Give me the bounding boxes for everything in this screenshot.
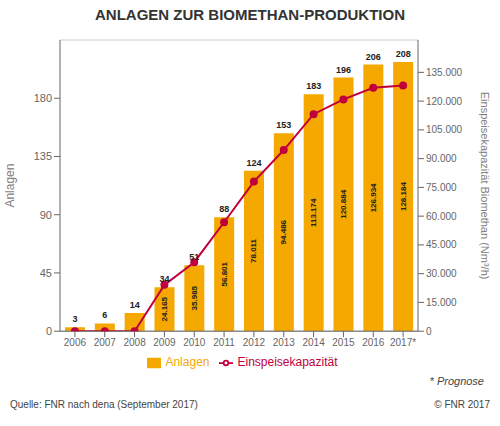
svg-text:128.184: 128.184 xyxy=(399,182,408,211)
svg-text:15.000: 15.000 xyxy=(426,297,457,308)
svg-text:24.165: 24.165 xyxy=(160,296,169,321)
svg-text:2017*: 2017* xyxy=(390,337,416,348)
svg-text:2007: 2007 xyxy=(94,337,117,348)
svg-text:90: 90 xyxy=(40,209,52,221)
svg-text:3: 3 xyxy=(72,314,77,324)
svg-text:120.884: 120.884 xyxy=(339,189,348,218)
svg-text:0: 0 xyxy=(426,326,432,337)
svg-text:90.000: 90.000 xyxy=(426,153,457,164)
svg-text:94.486: 94.486 xyxy=(279,219,288,244)
svg-text:135.000: 135.000 xyxy=(426,67,463,78)
svg-text:45.000: 45.000 xyxy=(426,239,457,250)
svg-text:183: 183 xyxy=(306,81,321,91)
svg-text:206: 206 xyxy=(366,52,381,62)
svg-text:2008: 2008 xyxy=(123,337,146,348)
svg-text:135: 135 xyxy=(34,150,52,162)
html-text:© FNR 2017: © FNR 2017 xyxy=(434,399,490,410)
svg-text:45: 45 xyxy=(40,267,52,279)
svg-text:60.000: 60.000 xyxy=(426,211,457,222)
svg-text:34: 34 xyxy=(159,274,169,284)
svg-text:120.000: 120.000 xyxy=(426,96,463,107)
html-text:ANLAGEN ZUR BIOMETHAN-PRODUKTI: ANLAGEN ZUR BIOMETHAN-PRODUKTION xyxy=(95,6,405,23)
svg-text:113.174: 113.174 xyxy=(309,198,318,227)
svg-text:105.000: 105.000 xyxy=(426,124,463,135)
svg-text:14: 14 xyxy=(130,300,140,310)
svg-text:56.801: 56.801 xyxy=(220,261,229,286)
svg-text:2010: 2010 xyxy=(183,337,206,348)
svg-text:153: 153 xyxy=(276,120,291,130)
svg-text:2015: 2015 xyxy=(332,337,355,348)
svg-text:2012: 2012 xyxy=(243,337,266,348)
svg-text:124: 124 xyxy=(246,158,261,168)
svg-text:2013: 2013 xyxy=(273,337,296,348)
html-text:Einspeisekapazität: Einspeisekapazität xyxy=(237,355,338,370)
svg-text:126.934: 126.934 xyxy=(369,183,378,212)
svg-text:78.011: 78.011 xyxy=(250,238,259,263)
html-text:Quelle: FNR nach dena (Septemb: Quelle: FNR nach dena (September 2017) xyxy=(10,399,198,410)
svg-text:30.000: 30.000 xyxy=(426,268,457,279)
svg-text:51: 51 xyxy=(189,252,199,262)
svg-text:196: 196 xyxy=(336,65,351,75)
html-text:* Prognose: * Prognose xyxy=(429,375,484,387)
svg-text:6: 6 xyxy=(102,310,107,320)
svg-text:2014: 2014 xyxy=(302,337,325,348)
svg-text:88: 88 xyxy=(219,204,229,214)
svg-text:2016: 2016 xyxy=(362,337,385,348)
svg-text:Anlagen: Anlagen xyxy=(8,164,17,208)
svg-text:180: 180 xyxy=(34,92,52,104)
svg-text:75.000: 75.000 xyxy=(426,182,457,193)
html-text:Anlagen: Anlagen xyxy=(165,355,210,370)
svg-text:2006: 2006 xyxy=(64,337,87,348)
svg-text:208: 208 xyxy=(396,49,411,59)
svg-text:2009: 2009 xyxy=(153,337,176,348)
svg-text:Einspeisekapazität Biomethan (: Einspeisekapazität Biomethan (Nm³/h) xyxy=(479,92,491,280)
svg-text:35.985: 35.985 xyxy=(190,285,199,310)
svg-text:0: 0 xyxy=(46,325,52,337)
svg-text:2011: 2011 xyxy=(213,337,235,348)
